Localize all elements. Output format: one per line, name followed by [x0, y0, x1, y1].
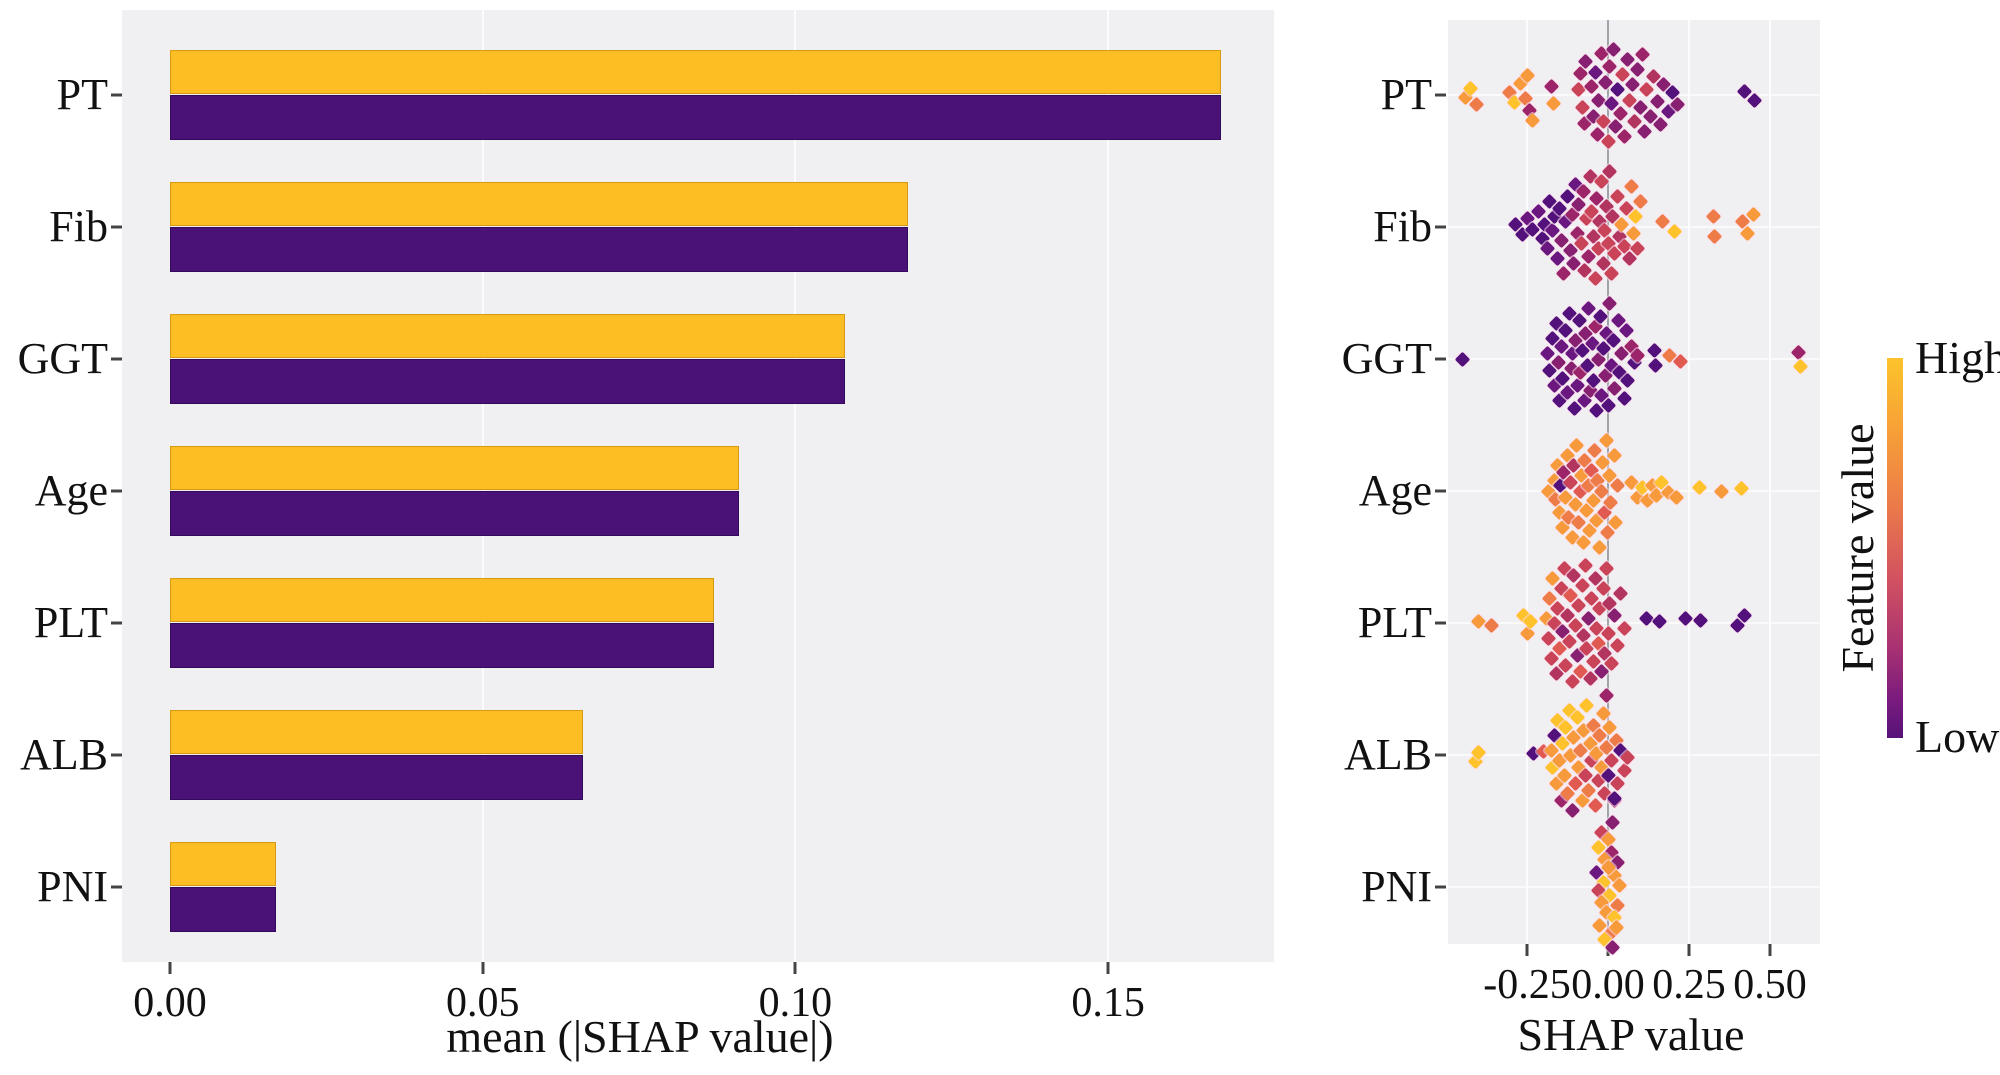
- bar-Age-low: [170, 491, 740, 536]
- bar-PT-low: [170, 95, 1221, 140]
- y-tick: [1435, 93, 1446, 97]
- x-tick-label: 0.05: [445, 980, 520, 1026]
- bar-chart-x-axis-title: mean (|SHAP value|): [446, 1011, 834, 1062]
- y-axis-label-PLT: PLT: [33, 598, 108, 647]
- x-tick-label: 0.25: [1652, 962, 1726, 1008]
- y-axis-label-ALB: ALB: [20, 730, 108, 779]
- colorbar-title: Feature value: [1832, 423, 1883, 673]
- y-tick: [1435, 621, 1446, 625]
- y-tick: [111, 489, 122, 493]
- y-axis-label-PNI: PNI: [1361, 862, 1432, 911]
- y-axis-label-Fib: Fib: [1373, 202, 1432, 251]
- x-tick: [1525, 944, 1529, 956]
- x-tick: [793, 962, 797, 974]
- gridline: [1448, 622, 1820, 624]
- bar-PLT-high: [170, 578, 715, 622]
- bar-Fib-low: [170, 227, 908, 272]
- y-axis-label-Age: Age: [34, 466, 108, 515]
- beeswarm-x-axis-title: SHAP value: [1517, 1009, 1745, 1060]
- y-axis-label-PNI: PNI: [37, 862, 108, 911]
- gridline: [1688, 20, 1690, 944]
- y-tick: [111, 225, 122, 229]
- y-axis-label-ALB: ALB: [1344, 730, 1432, 779]
- y-tick: [111, 621, 122, 625]
- gridline: [794, 10, 797, 962]
- x-tick: [481, 962, 485, 974]
- x-tick-label: 0.10: [758, 980, 833, 1026]
- y-tick: [1435, 885, 1446, 889]
- bar-Fib-high: [170, 182, 908, 226]
- y-tick: [1435, 357, 1446, 361]
- y-axis-label-Age: Age: [1358, 466, 1432, 515]
- x-tick-label: 0.15: [1071, 980, 1145, 1026]
- colorbar-high-label: High: [1915, 332, 2000, 383]
- bar-GGT-low: [170, 359, 846, 404]
- y-axis-label-GGT: GGT: [1341, 334, 1432, 383]
- x-tick: [1768, 944, 1772, 956]
- bar-ALB-low: [170, 755, 583, 800]
- bar-PNI-high: [170, 842, 277, 886]
- y-tick: [1435, 753, 1446, 757]
- y-axis-label-Fib: Fib: [49, 202, 108, 251]
- x-tick-label: -0.25: [1483, 962, 1571, 1008]
- y-axis-label-PLT: PLT: [1357, 598, 1432, 647]
- x-tick: [1687, 944, 1691, 956]
- gridline: [1107, 10, 1110, 962]
- gridline: [1448, 490, 1820, 492]
- x-tick: [1106, 962, 1110, 974]
- y-tick: [111, 885, 122, 889]
- bar-ALB-high: [170, 710, 583, 754]
- y-tick: [111, 93, 122, 97]
- bar-PLT-low: [170, 623, 715, 668]
- bar-PNI-low: [170, 887, 277, 932]
- y-tick: [1435, 225, 1446, 229]
- x-tick: [168, 962, 172, 974]
- bar-GGT-high: [170, 314, 846, 358]
- y-axis-label-PT: PT: [56, 70, 108, 119]
- bar-PT-high: [170, 50, 1221, 94]
- gridline: [1526, 20, 1528, 944]
- gridline: [1448, 886, 1820, 888]
- feature-value-colorbar: [1887, 358, 1903, 738]
- gridline: [1448, 94, 1820, 96]
- x-tick-label: 0.00: [1571, 962, 1645, 1008]
- y-axis-label-GGT: GGT: [17, 334, 108, 383]
- bar-Age-high: [170, 446, 740, 490]
- x-tick-label: 0.00: [133, 980, 207, 1026]
- gridline: [1448, 754, 1820, 756]
- colorbar-low-label: Low: [1915, 711, 2000, 762]
- y-tick: [111, 753, 122, 757]
- x-tick-label: 0.50: [1733, 962, 1807, 1008]
- y-tick: [111, 357, 122, 361]
- gridline: [1769, 20, 1771, 944]
- y-tick: [1435, 489, 1446, 493]
- y-axis-label-PT: PT: [1380, 70, 1432, 119]
